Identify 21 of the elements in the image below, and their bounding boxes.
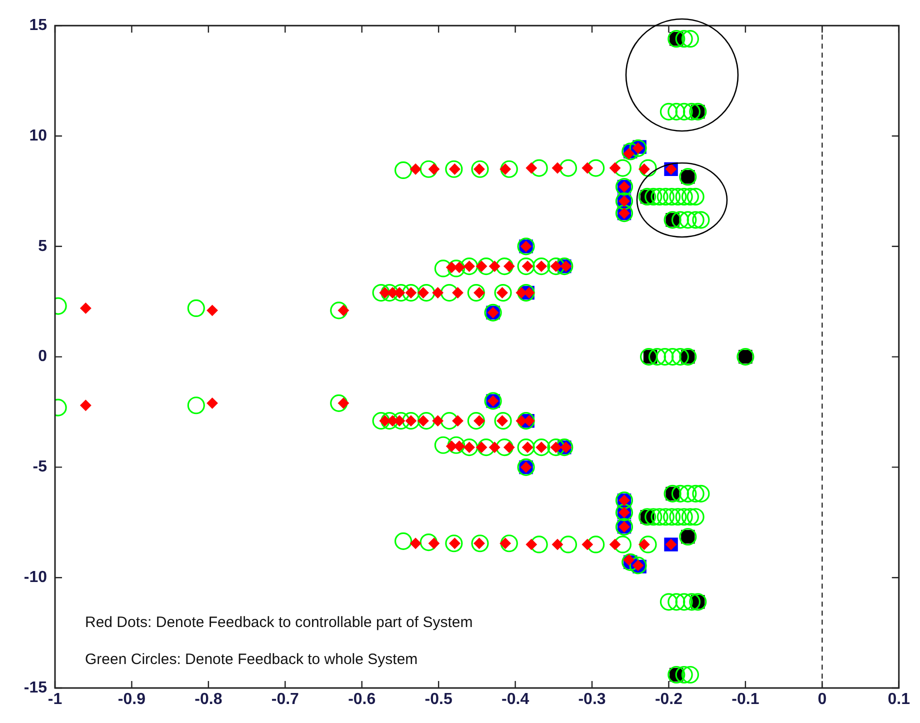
annotation: Green Circles: Denote Feedback to whole System	[85, 651, 418, 668]
x-tick-label: -0.8	[194, 691, 222, 708]
y-tick-label: -15	[24, 679, 48, 696]
x-tick-label: 0.1	[888, 691, 910, 708]
y-tick-label: 15	[29, 17, 48, 34]
x-tick-label: -0.4	[502, 691, 530, 708]
x-tick-label: -0.5	[424, 691, 452, 708]
x-tick-label: -0.2	[654, 691, 683, 708]
y-tick-label: 5	[38, 238, 48, 255]
y-tick-label: -10	[24, 569, 48, 586]
y-tick-label: -5	[32, 458, 48, 476]
x-tick-label: -0.1	[732, 691, 760, 708]
x-tick-label: 0	[818, 691, 827, 708]
annotation: Red Dots: Denote Feedback to controllable part of System	[85, 614, 473, 631]
x-tick-label: -0.6	[348, 691, 376, 708]
x-tick-label: -0.7	[271, 691, 300, 708]
y-tick-label: 10	[29, 127, 48, 144]
x-tick-label: -0.3	[578, 691, 606, 708]
x-tick-label: -1	[48, 691, 62, 708]
x-tick-label: -0.9	[118, 691, 146, 708]
y-tick-label: 0	[38, 348, 48, 366]
